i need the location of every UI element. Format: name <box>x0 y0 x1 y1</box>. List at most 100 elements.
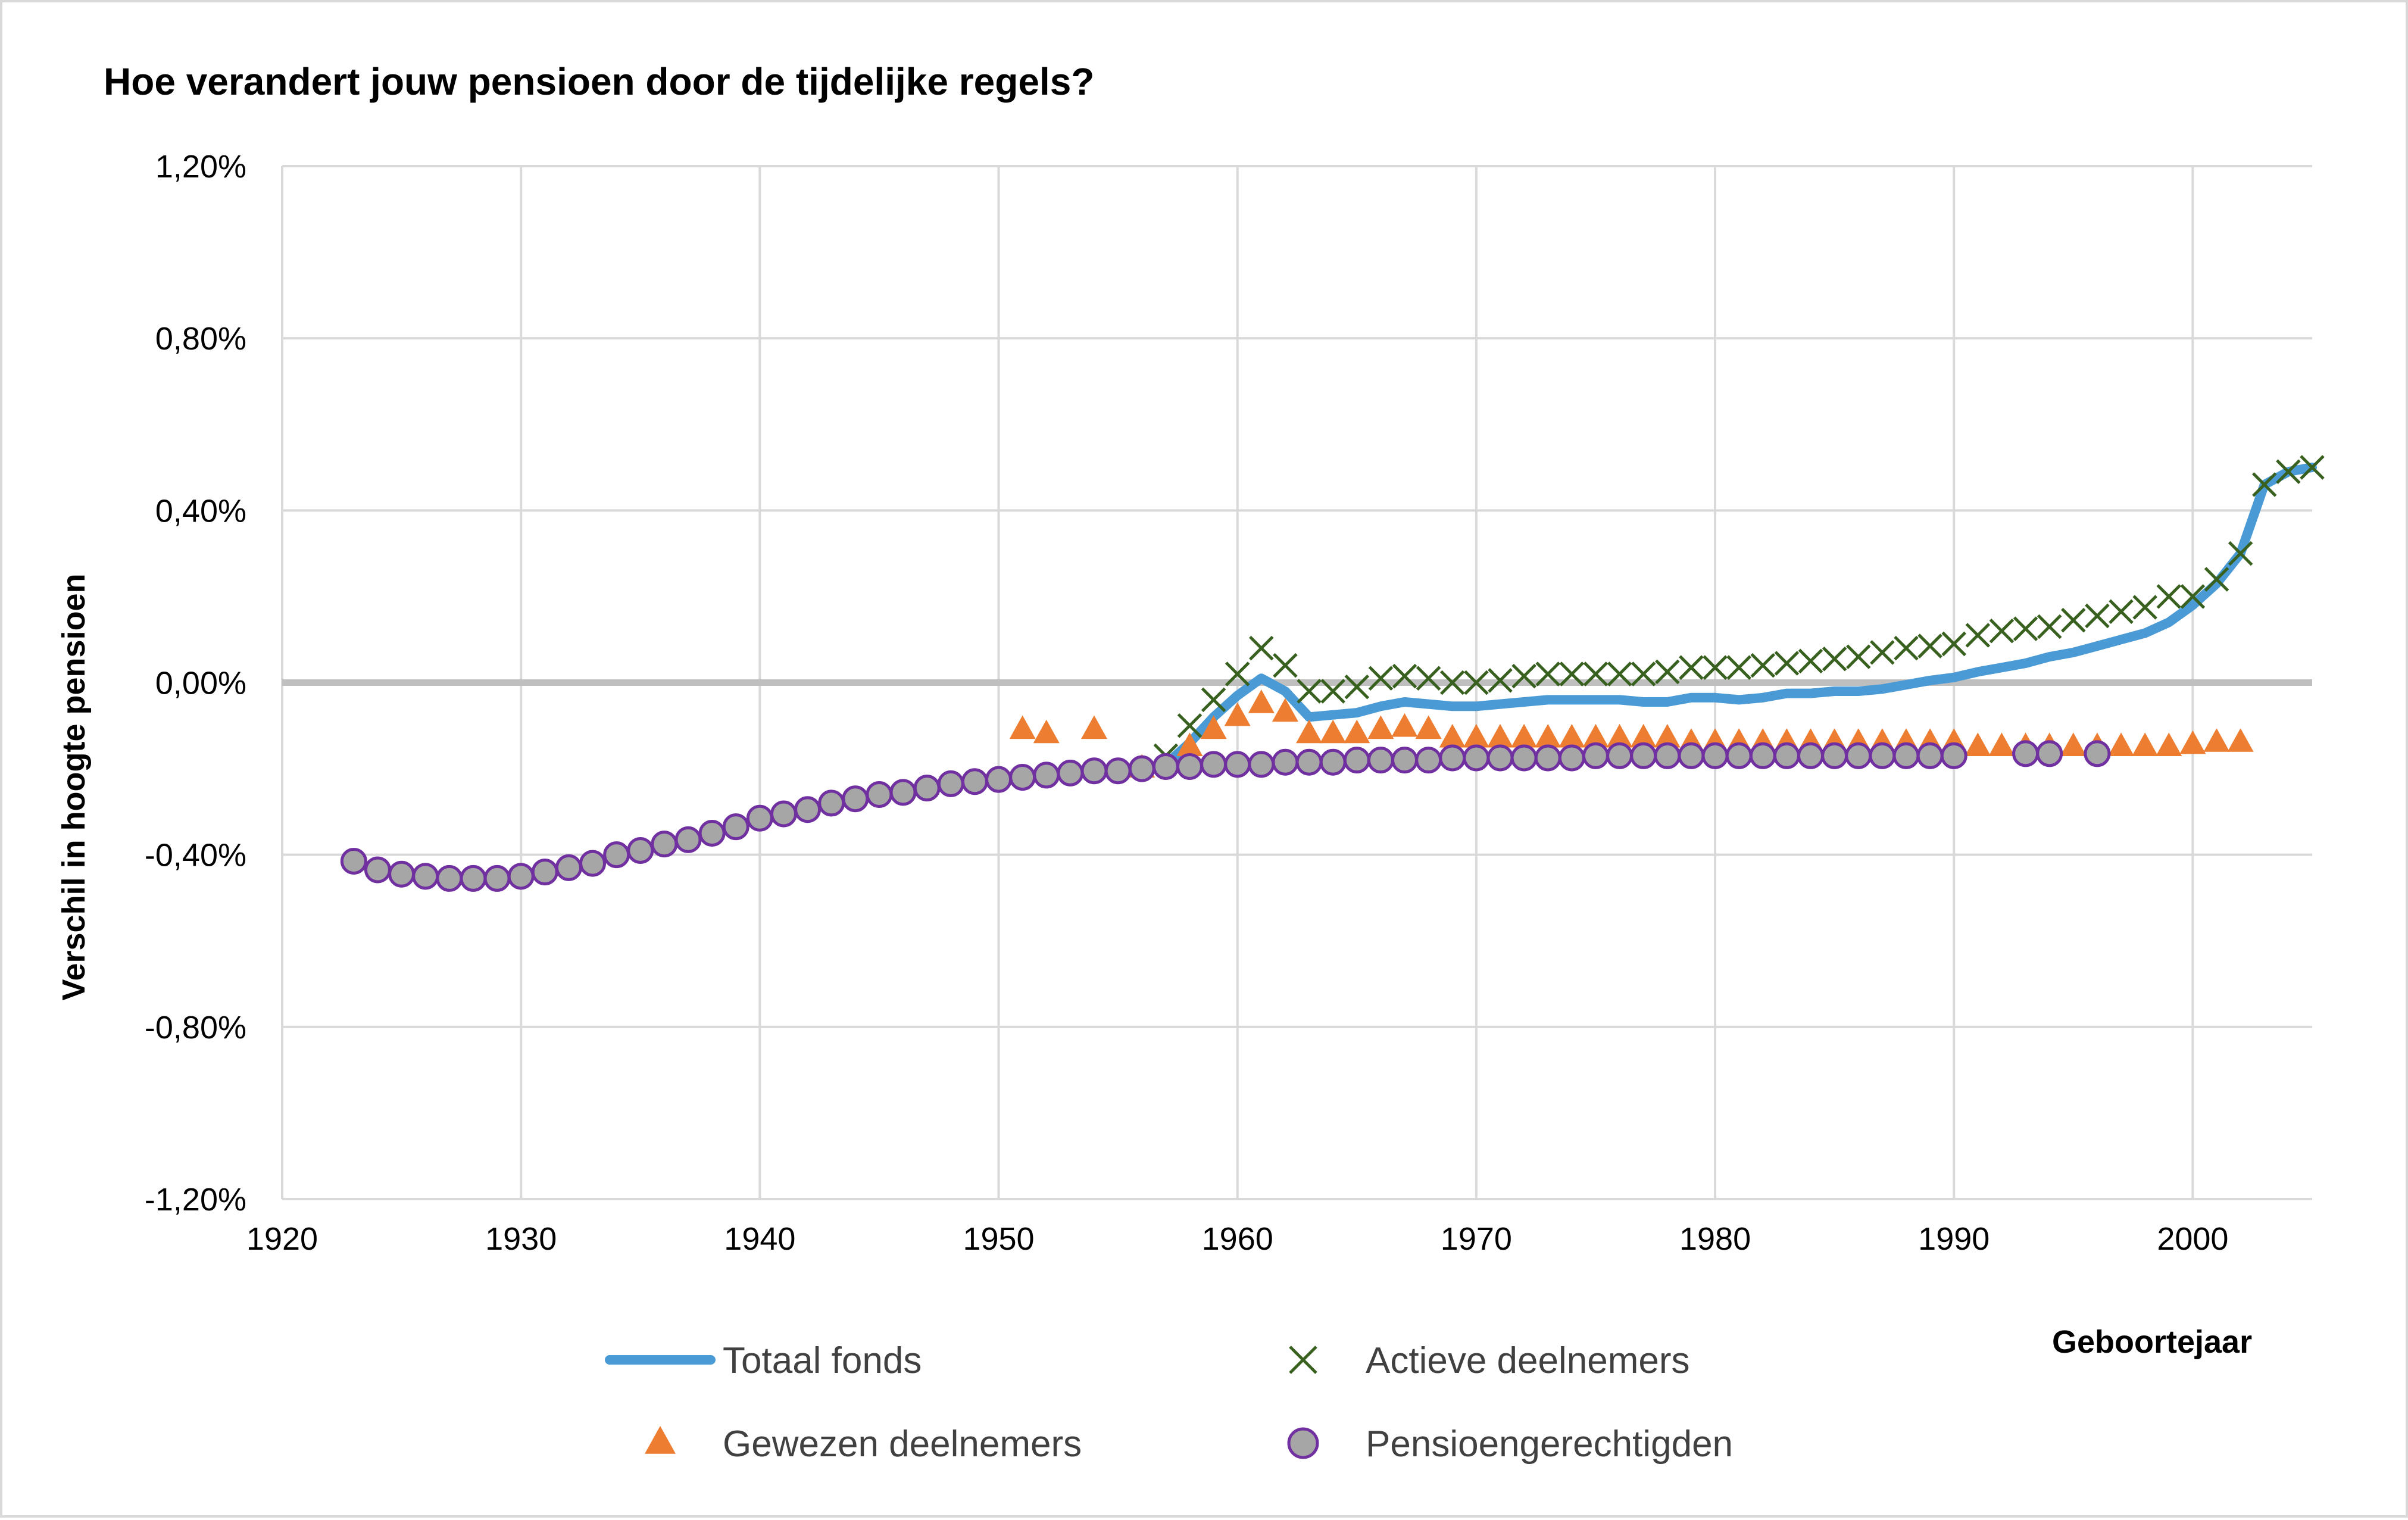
legend-label: Gewezen deelnemers <box>723 1424 1082 1465</box>
circle-marker <box>1176 753 1203 780</box>
legend-item: Gewezen deelnemers <box>645 1424 1082 1465</box>
triangle-marker <box>1559 723 1585 748</box>
x-marker <box>1726 655 1751 680</box>
x-tick-label: 1980 <box>1679 1221 1751 1257</box>
circle-marker <box>1582 742 1609 769</box>
triangle-marker <box>2108 732 2135 756</box>
x-marker <box>1511 663 1536 689</box>
triangle-marker <box>1033 719 1060 744</box>
series-actieve-deelnemers <box>1153 455 2325 769</box>
circle-marker <box>1845 742 1872 769</box>
circle-marker <box>1916 742 1944 769</box>
circle-marker <box>1534 744 1561 772</box>
circle-marker <box>1128 755 1155 782</box>
x-marker <box>1845 644 1871 669</box>
legend-item: Totaal fonds <box>605 1340 922 1381</box>
triangle-marker <box>1224 702 1251 726</box>
x-tick-label: 1960 <box>1202 1221 1273 1257</box>
x-marker <box>1559 661 1585 686</box>
circle-marker <box>1033 761 1060 789</box>
x-marker <box>2037 614 2062 639</box>
circle-marker <box>770 800 797 828</box>
circle-marker <box>1009 764 1036 791</box>
circle-marker <box>913 775 941 802</box>
circle-marker <box>627 837 654 864</box>
triangle-marker <box>2203 728 2230 752</box>
circle-marker <box>1200 751 1228 778</box>
circle-marker <box>1869 742 1896 769</box>
circle-marker <box>1057 759 1084 786</box>
x-marker <box>1225 661 1250 686</box>
x-marker <box>1917 633 1942 658</box>
circle-marker <box>1940 742 1967 769</box>
circle-marker <box>698 820 726 847</box>
triangle-marker <box>1344 719 1370 744</box>
series-pensioengerechtigden <box>340 740 2111 892</box>
x-marker <box>2085 603 2110 629</box>
series-totaal-fonds <box>1113 463 2317 774</box>
x-marker <box>2061 607 2086 633</box>
x-marker <box>2013 616 2038 641</box>
circle-marker <box>1701 742 1729 769</box>
circle-marker <box>1630 742 1657 769</box>
circle-marker <box>1391 747 1419 774</box>
y-tick-label: -1,20% <box>145 1182 246 1218</box>
circle-marker <box>1152 753 1179 780</box>
y-tick-labels: -1,20% -0,80% -0,40% 0,00% 0,40% 0,80% 1,20% <box>145 149 246 1218</box>
triangle-marker <box>1511 723 1538 748</box>
circle-marker <box>555 854 582 881</box>
x-marker <box>1583 661 1609 686</box>
circle-marker <box>674 826 702 853</box>
x-marker <box>2204 567 2229 592</box>
legend-triangle-swatch <box>645 1425 676 1454</box>
circle-marker <box>1224 751 1251 778</box>
triangle-marker <box>1009 715 1036 739</box>
triangle-marker <box>1630 723 1657 748</box>
circle-marker <box>651 831 678 858</box>
circle-marker <box>2036 740 2063 767</box>
x-marker <box>1750 653 1776 678</box>
circle-marker <box>866 781 893 808</box>
series-line <box>1113 463 2317 774</box>
triangle-marker <box>2156 732 2182 756</box>
triangle-marker <box>1463 723 1489 748</box>
triangle-marker <box>1415 715 1442 739</box>
x-marker <box>1774 651 1800 676</box>
x-marker <box>1392 663 1417 689</box>
x-marker <box>1798 648 1823 674</box>
circle-marker <box>483 864 511 892</box>
x-tick-label: 1950 <box>963 1221 1034 1257</box>
circle-marker <box>1749 742 1776 769</box>
circle-marker <box>985 766 1013 793</box>
triangle-marker <box>1988 732 2015 756</box>
triangle-marker <box>1654 723 1681 748</box>
x-marker <box>1464 670 1489 695</box>
circle-marker <box>889 779 917 806</box>
circle-marker <box>746 804 773 832</box>
x-marker <box>1535 661 1561 686</box>
circle-marker <box>1558 744 1585 772</box>
legend-label: Totaal fonds <box>723 1340 922 1381</box>
x-marker <box>2156 584 2182 609</box>
triangle-marker <box>1320 719 1347 744</box>
chart-title: Hoe verandert jouw pensioen door de tijd… <box>104 60 1094 103</box>
circle-marker <box>603 841 630 869</box>
y-tick-label: -0,80% <box>145 1010 246 1045</box>
circle-marker <box>794 796 822 823</box>
x-tick-label: 1990 <box>1918 1221 1990 1257</box>
circle-marker <box>412 863 439 890</box>
circle-marker <box>1319 748 1347 776</box>
circle-marker <box>388 860 416 888</box>
circle-marker <box>1606 742 1634 769</box>
triangle-marker <box>2179 730 2206 754</box>
x-marker <box>1344 674 1370 700</box>
x-marker <box>1488 668 1513 693</box>
x-marker <box>1631 661 1656 686</box>
circle-marker <box>1654 742 1681 769</box>
x-marker <box>1201 687 1226 713</box>
x-tick-label: 1930 <box>485 1221 557 1257</box>
x-tick-label: 1920 <box>246 1221 318 1257</box>
x-marker <box>1941 631 1967 657</box>
x-marker <box>2251 472 2277 497</box>
x-marker <box>1320 679 1345 704</box>
